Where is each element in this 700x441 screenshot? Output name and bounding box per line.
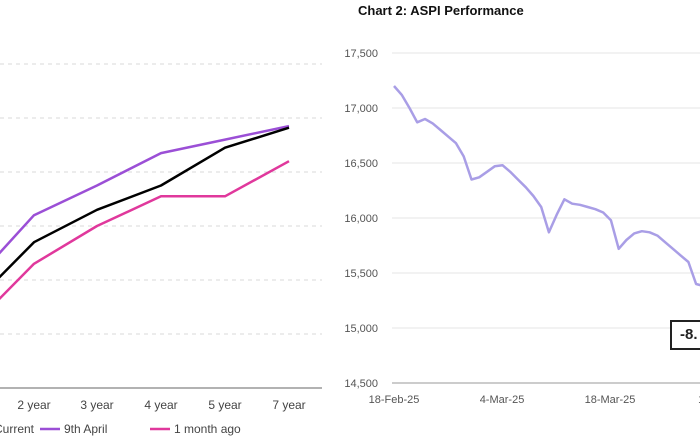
series-line: [0, 126, 290, 279]
x-tick-label: 4-Mar-25: [480, 394, 525, 406]
x-tick-label: 18-Feb-25: [369, 394, 420, 406]
x-tick-label: 4 year: [144, 398, 177, 412]
y-tick-label: 14,500: [344, 378, 378, 390]
aspi-performance-chart: 14,500 15,000 15,500 16,000 16,500 17,000 17,5…: [344, 48, 700, 406]
chart-title: Chart 2: ASPI Performance: [358, 3, 524, 18]
y-tick-label: 17,000: [344, 103, 378, 115]
aspi-change-annotation: -8.: [670, 320, 700, 350]
x-tick-label: 1-: [698, 394, 700, 406]
y-tick-label: 15,500: [344, 268, 378, 280]
x-tick-label: 5 year: [208, 398, 241, 412]
aspi-line: [393, 85, 700, 287]
x-tick-label: 3 year: [80, 398, 113, 412]
x-tick-label: 2 year: [17, 398, 50, 412]
legend-label: Current: [0, 422, 35, 436]
series-line: [0, 124, 290, 255]
y-tick-label: 16,000: [344, 213, 378, 225]
y-tick-label: 15,000: [344, 323, 378, 335]
legend-label: 9th April: [64, 422, 107, 436]
x-tick-label: 18-Mar-25: [585, 394, 636, 406]
y-tick-label: 16,500: [344, 158, 378, 170]
series-line: [0, 160, 290, 301]
x-tick-label: 7 year: [272, 398, 305, 412]
y-tick-label: 17,500: [344, 48, 378, 60]
legend-label: 1 month ago: [174, 422, 241, 436]
